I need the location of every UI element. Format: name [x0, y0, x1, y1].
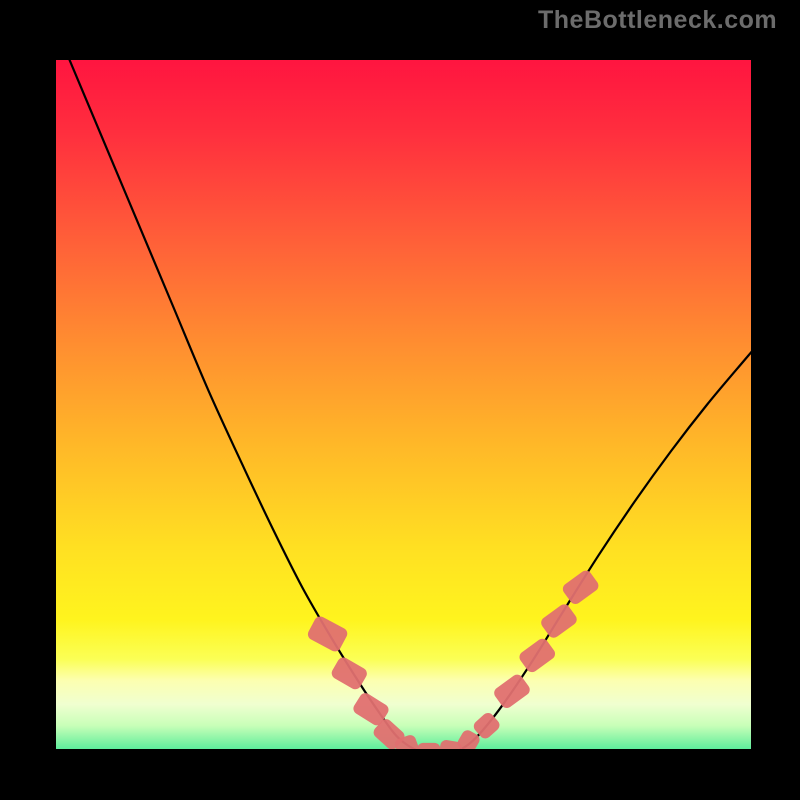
- chart-container: TheBottleneck.com: [0, 0, 800, 800]
- plot-background: [42, 46, 765, 763]
- watermark-text: TheBottleneck.com: [538, 6, 777, 35]
- chart-svg: [0, 0, 800, 800]
